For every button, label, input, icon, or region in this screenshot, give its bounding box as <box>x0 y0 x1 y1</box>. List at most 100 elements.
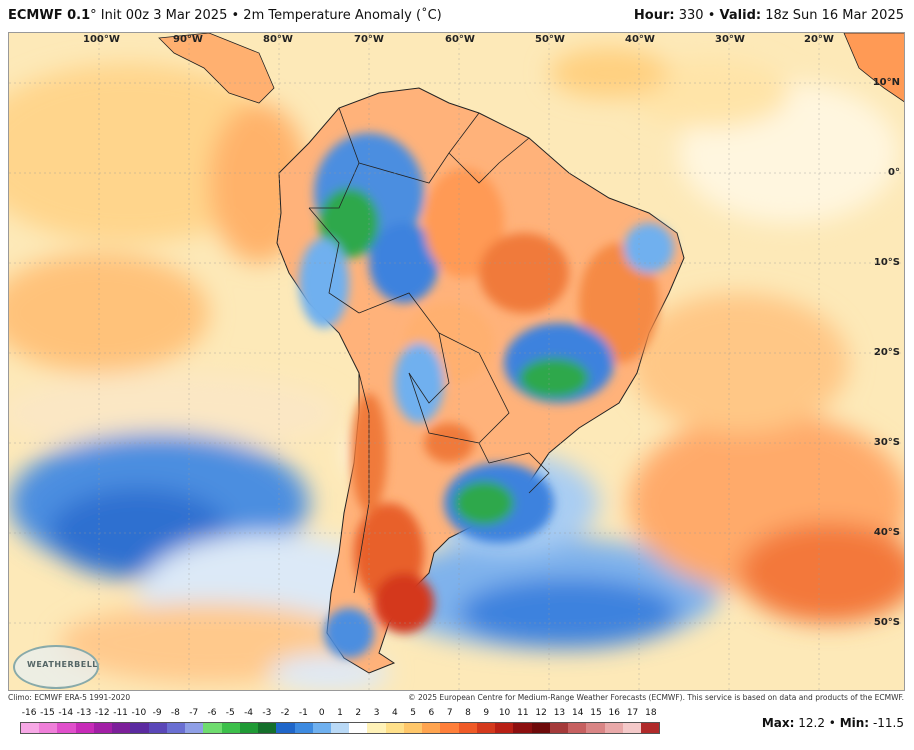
scale-swatch <box>513 723 532 733</box>
copyright-notice: © 2025 European Centre for Medium-Range … <box>408 693 904 702</box>
longitude-label: 90°W <box>173 34 203 45</box>
scale-tick-label: 14 <box>571 708 584 718</box>
scale-swatch <box>604 723 623 733</box>
stats-separator: • <box>828 716 836 730</box>
scale-tick-label: -2 <box>280 708 290 718</box>
init-time: Init 00z 3 Mar 2025 <box>100 8 228 23</box>
valid-separator: • <box>707 8 716 23</box>
scale-tick-label: 13 <box>553 708 566 718</box>
scale-tick-label: -10 <box>131 708 147 718</box>
scale-tick-label: 2 <box>355 708 362 718</box>
scale-tick-label: 1 <box>337 708 343 718</box>
longitude-label: 100°W <box>83 34 120 45</box>
scale-tick-label: 3 <box>373 708 380 718</box>
valid-time-info: Hour: 330 • Valid: 18z Sun 16 Mar 2025 <box>634 8 904 23</box>
longitude-label: 20°W <box>804 34 834 45</box>
scale-swatch <box>385 723 404 733</box>
longitude-label: 40°W <box>625 34 655 45</box>
scale-tick-label: 11 <box>517 708 529 718</box>
scale-swatch <box>586 723 605 733</box>
scale-tick-label: 16 <box>608 708 620 718</box>
scale-tick-label: 12 <box>535 708 547 718</box>
scale-swatch <box>531 723 550 733</box>
longitude-label: 60°W <box>445 34 475 45</box>
scale-swatch <box>312 723 331 733</box>
latitude-label: 50°S <box>873 617 900 628</box>
model-name: ECMWF 0.1 <box>8 8 91 23</box>
scale-swatch <box>549 723 569 733</box>
degree-mark: ° <box>90 8 97 23</box>
scale-tick-label: -15 <box>40 708 55 718</box>
scale-swatch <box>112 723 131 733</box>
longitude-label: 50°W <box>535 34 565 45</box>
logo-text: WEATHERBELL <box>27 660 98 669</box>
scale-tick-label: -12 <box>94 708 110 718</box>
scale-swatch <box>203 723 222 733</box>
longitude-label: 30°W <box>715 34 745 45</box>
scale-swatch <box>166 723 186 733</box>
longitude-label: 70°W <box>354 34 384 45</box>
scale-tick-label: -3 <box>262 708 272 718</box>
climo-source: Climo: ECMWF ERA-5 1991-2020 <box>8 693 131 702</box>
latitude-label: 40°S <box>873 527 900 538</box>
scale-tick-label: -6 <box>207 708 217 718</box>
scale-tick-label: -7 <box>189 708 199 718</box>
scale-tick-label: -5 <box>225 708 235 718</box>
field-name: 2m Temperature Anomaly (˚C) <box>243 8 442 23</box>
latitude-label: 0° <box>888 167 900 178</box>
latitude-label: 30°S <box>873 437 900 448</box>
land-anomaly-field <box>299 133 674 658</box>
scale-swatch <box>440 723 459 733</box>
scale-swatch <box>403 723 423 733</box>
scale-tick-label: 10 <box>498 708 511 718</box>
africa-land <box>843 33 904 103</box>
map-canvas <box>9 33 904 690</box>
scale-swatch <box>276 723 295 733</box>
scale-swatch <box>185 723 204 733</box>
header-bar: ECMWF 0.1° Init 00z 3 Mar 2025 • 2m Temp… <box>0 0 914 32</box>
hour-label: Hour: <box>633 8 675 23</box>
max-label: Max: <box>761 716 795 730</box>
scale-swatch <box>330 723 350 733</box>
min-label: Min: <box>839 716 870 730</box>
scale-tick-label: -1 <box>298 708 308 718</box>
valid-value: 18z Sun 16 Mar 2025 <box>765 8 904 23</box>
scale-swatch <box>294 723 313 733</box>
color-scale-bar <box>20 722 660 734</box>
min-value: -11.5 <box>872 716 904 730</box>
scale-swatch <box>39 723 58 733</box>
scale-swatch <box>640 723 660 733</box>
scale-swatch <box>258 723 277 733</box>
scale-swatch <box>476 723 496 733</box>
scale-tick-label: 18 <box>645 708 657 718</box>
scale-swatch <box>239 723 259 733</box>
scale-tick-label: 7 <box>446 708 453 718</box>
scale-swatch <box>21 723 40 733</box>
scale-tick-label: 4 <box>391 708 398 718</box>
weatherbell-logo: WEATHERBELL <box>13 645 99 689</box>
valid-label: Valid: <box>719 8 762 23</box>
latitude-label: 10°N <box>872 77 900 88</box>
scale-tick-label: -8 <box>170 708 180 718</box>
scale-tick-label: -11 <box>113 708 128 718</box>
scale-tick-label: 17 <box>626 708 639 718</box>
scale-swatch <box>622 723 641 733</box>
color-scale-labels: -16 -15 -14 -13 -12 -11 -10 -9 -8 -7 -6 -5 -4 -3 -2 -1 0… <box>20 708 660 720</box>
scale-swatch <box>57 723 76 733</box>
scale-tick-label: 8 <box>465 708 471 718</box>
scale-tick-label: 5 <box>410 708 416 718</box>
scale-swatch <box>75 723 94 733</box>
scale-tick-label: -14 <box>58 708 74 718</box>
anomaly-map[interactable]: 100°W 90°W 80°W 70°W 60°W 50°W 40°W 30°W… <box>8 32 905 691</box>
scale-tick-label: 6 <box>428 708 435 718</box>
title-separator: • <box>231 8 240 23</box>
scale-tick-label: -13 <box>76 708 92 718</box>
scale-tick-label: -4 <box>244 708 254 718</box>
scale-tick-label: 15 <box>590 708 602 718</box>
scale-swatch <box>495 723 514 733</box>
scale-swatch <box>93 723 113 733</box>
map-title: ECMWF 0.1° Init 00z 3 Mar 2025 • 2m Temp… <box>8 8 442 23</box>
scale-swatch <box>568 723 587 733</box>
scale-tick-label: 9 <box>483 708 490 718</box>
central-america-land <box>158 33 275 104</box>
